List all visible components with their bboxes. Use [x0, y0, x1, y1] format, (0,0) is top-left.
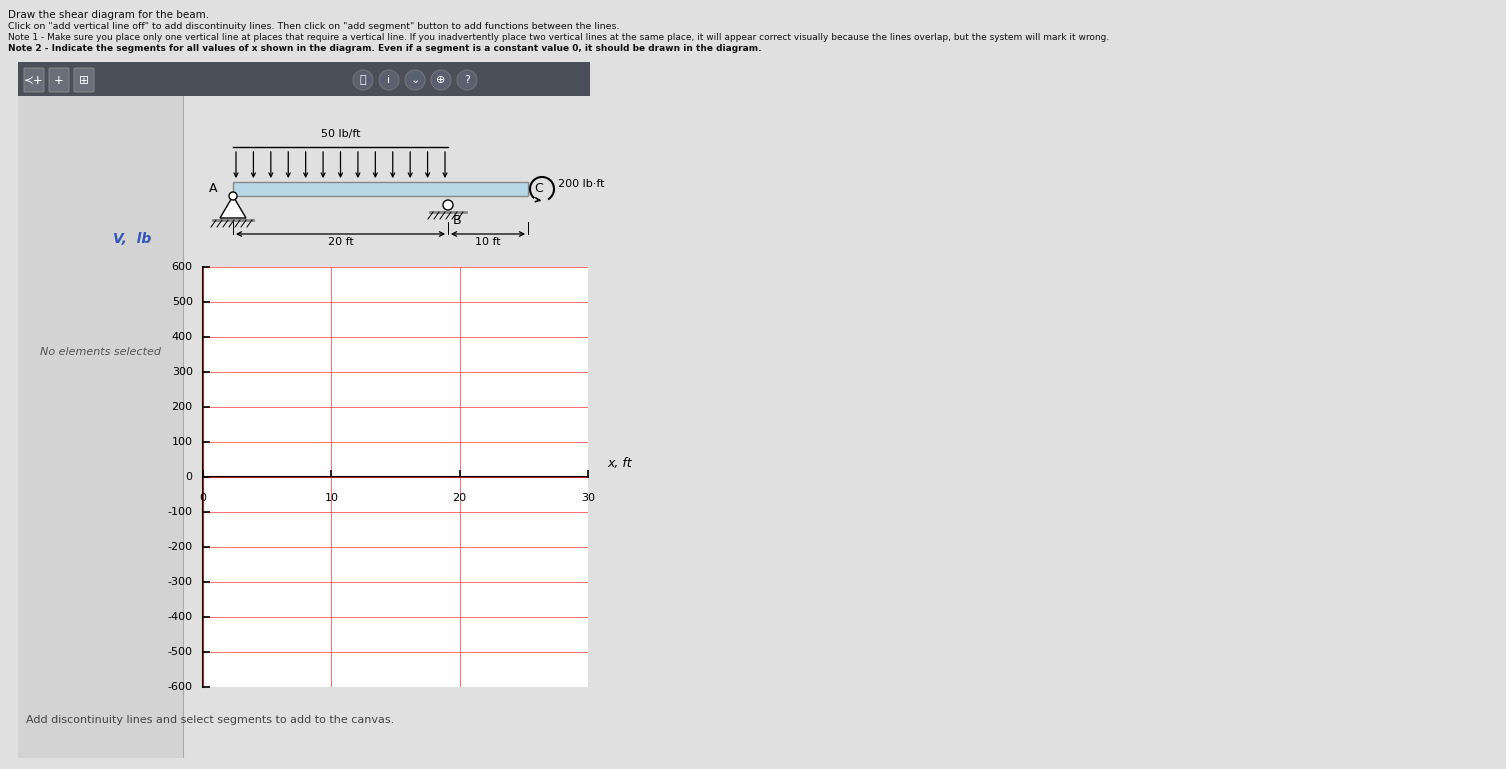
Text: Note 1 - Make sure you place only one vertical line at places that require a ver: Note 1 - Make sure you place only one ve…: [8, 33, 1110, 42]
Circle shape: [456, 70, 477, 90]
Text: ?: ?: [464, 75, 470, 85]
Text: 200 lb·ft: 200 lb·ft: [559, 179, 604, 189]
Text: No elements selected: No elements selected: [41, 347, 161, 357]
Circle shape: [431, 70, 450, 90]
FancyBboxPatch shape: [24, 68, 44, 92]
Text: Add discontinuity lines and select segments to add to the canvas.: Add discontinuity lines and select segme…: [26, 715, 395, 725]
Text: ⊕: ⊕: [437, 75, 446, 85]
Text: +: +: [54, 74, 63, 86]
Text: Draw the shear diagram for the beam.: Draw the shear diagram for the beam.: [8, 10, 209, 20]
Text: 💡: 💡: [360, 75, 366, 85]
Text: 0: 0: [185, 472, 193, 482]
Text: 20 ft: 20 ft: [328, 237, 354, 247]
Text: 30: 30: [581, 493, 595, 503]
FancyBboxPatch shape: [50, 68, 69, 92]
Text: 600: 600: [172, 262, 193, 272]
Text: -100: -100: [167, 507, 193, 517]
Text: B: B: [453, 214, 462, 227]
FancyBboxPatch shape: [74, 68, 93, 92]
Bar: [233, 182, 529, 196]
Text: Note 2 - Indicate the segments for all values of x shown in the diagram. Even if: Note 2 - Indicate the segments for all v…: [8, 44, 762, 53]
Text: A: A: [208, 182, 217, 195]
Text: -600: -600: [167, 682, 193, 692]
Text: ≺+: ≺+: [24, 74, 44, 86]
Circle shape: [229, 192, 236, 200]
Text: 200: 200: [172, 402, 193, 412]
Text: 50 lb/ft: 50 lb/ft: [321, 129, 360, 139]
Text: C: C: [535, 182, 542, 195]
Text: 0: 0: [199, 493, 206, 503]
Bar: [18, 96, 184, 758]
Text: Click on "add vertical line off" to add discontinuity lines. Then click on "add : Click on "add vertical line off" to add …: [8, 22, 619, 31]
Text: V,  lb: V, lb: [113, 232, 152, 246]
Text: -300: -300: [167, 577, 193, 587]
Circle shape: [443, 200, 453, 210]
Text: 300: 300: [172, 367, 193, 377]
Text: 10: 10: [324, 493, 339, 503]
Text: ⌄: ⌄: [410, 75, 420, 85]
Bar: [18, 62, 590, 96]
Text: i: i: [387, 75, 390, 85]
Text: 500: 500: [172, 297, 193, 307]
Text: 400: 400: [172, 332, 193, 342]
Polygon shape: [220, 196, 245, 218]
Text: 10 ft: 10 ft: [476, 237, 501, 247]
Text: 20: 20: [453, 493, 467, 503]
Text: ⊞: ⊞: [78, 74, 89, 86]
Circle shape: [352, 70, 373, 90]
Circle shape: [405, 70, 425, 90]
Text: -400: -400: [167, 612, 193, 622]
Text: 100: 100: [172, 437, 193, 447]
Circle shape: [380, 70, 399, 90]
Text: x, ft: x, ft: [607, 457, 633, 470]
Text: -500: -500: [167, 647, 193, 657]
Text: -200: -200: [167, 542, 193, 552]
